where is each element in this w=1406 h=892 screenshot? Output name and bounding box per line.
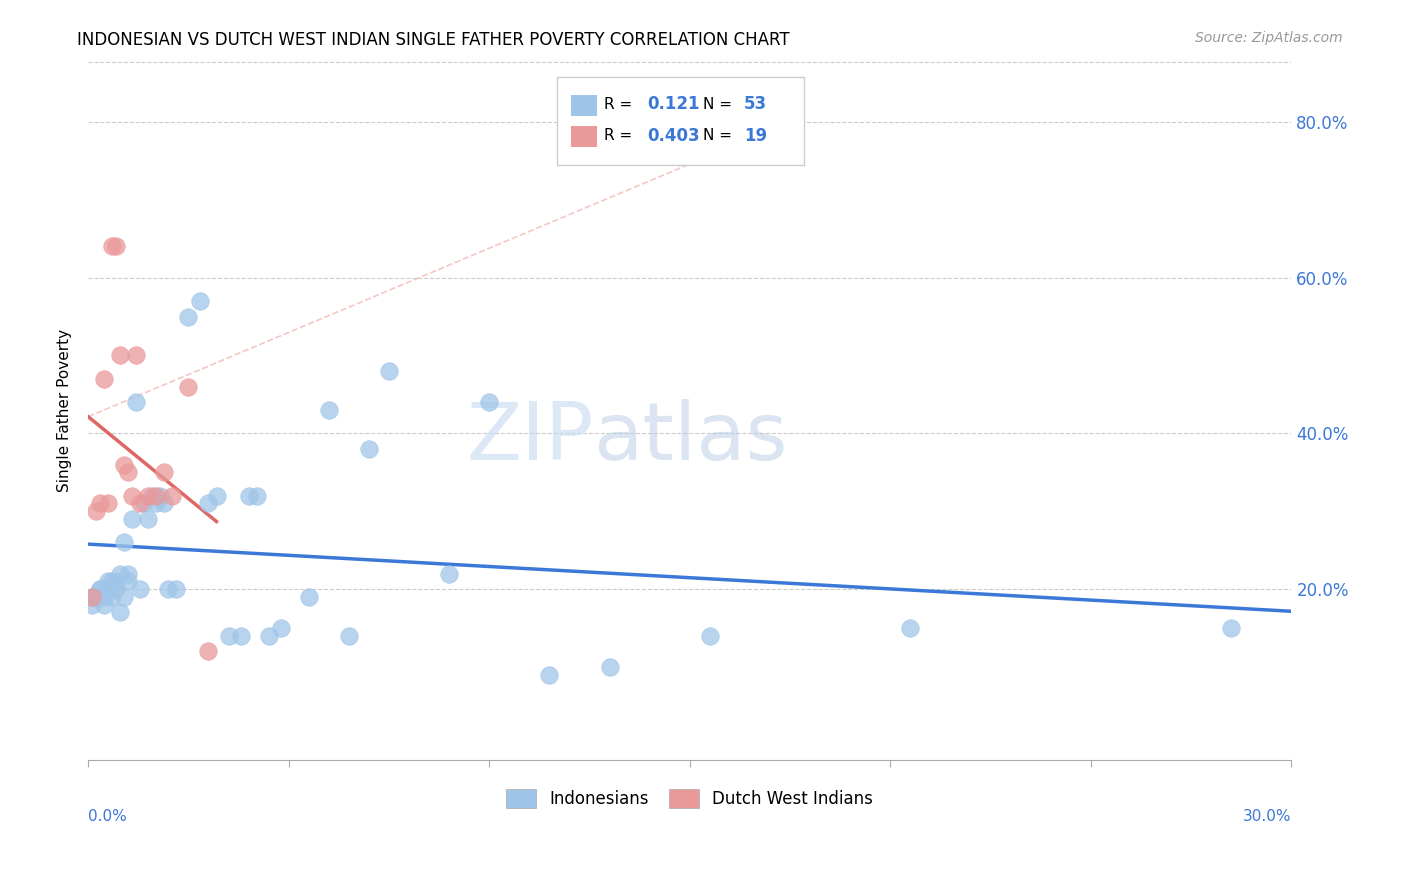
Text: 30.0%: 30.0% (1243, 809, 1292, 824)
Point (153, 496, 176, 510)
Point (117, 574, 139, 589)
Point (437, 566, 460, 581)
Legend: Indonesians, Dutch West Indians: Indonesians, Dutch West Indians (499, 782, 880, 815)
Point (699, 629, 721, 643)
Point (238, 489, 260, 503)
Y-axis label: Single Father Poverty: Single Father Poverty (58, 328, 72, 491)
Point (84, 590, 107, 604)
Text: 0.121: 0.121 (648, 95, 700, 113)
Point (136, 512, 159, 526)
Point (97, 574, 120, 589)
Point (117, 566, 139, 581)
Point (145, 496, 167, 510)
Point (149, 489, 172, 503)
Point (157, 582, 180, 596)
Point (125, 349, 148, 363)
Point (145, 489, 167, 503)
Point (105, 582, 128, 596)
Text: INDONESIAN VS DUTCH WEST INDIAN SINGLE FATHER POVERTY CORRELATION CHART: INDONESIAN VS DUTCH WEST INDIAN SINGLE F… (77, 31, 790, 49)
Point (257, 629, 280, 643)
Point (112, 535, 135, 549)
Text: N =: N = (703, 128, 733, 144)
Point (134, 496, 156, 510)
Point (197, 644, 219, 658)
Point (197, 496, 219, 510)
Text: 53: 53 (744, 95, 768, 113)
Text: atlas: atlas (593, 399, 787, 477)
Point (121, 512, 143, 526)
Point (218, 629, 240, 643)
Point (105, 574, 128, 589)
Point (478, 395, 501, 409)
Point (117, 465, 139, 479)
Point (136, 489, 159, 503)
Point (129, 582, 152, 596)
Point (97, 582, 120, 596)
Point (101, 574, 124, 589)
Point (129, 496, 152, 510)
Point (82, 590, 104, 604)
Text: 0.0%: 0.0% (89, 809, 127, 824)
Point (89, 496, 111, 510)
Text: 0.403: 0.403 (648, 127, 700, 145)
Point (93, 590, 115, 604)
Text: R =: R = (605, 128, 633, 144)
FancyBboxPatch shape (557, 77, 804, 165)
Text: 19: 19 (744, 127, 768, 145)
Point (153, 465, 176, 479)
Point (105, 239, 128, 253)
Point (177, 379, 200, 393)
Point (538, 667, 561, 681)
Text: N =: N = (703, 97, 733, 112)
Point (900, 621, 922, 635)
Point (89, 582, 111, 596)
Point (298, 590, 321, 604)
Point (84, 590, 107, 604)
Point (270, 621, 292, 635)
Text: R =: R = (605, 97, 633, 112)
Point (190, 293, 212, 308)
Point (177, 310, 200, 324)
Point (125, 395, 148, 409)
Point (229, 629, 252, 643)
FancyBboxPatch shape (571, 126, 598, 147)
Text: Source: ZipAtlas.com: Source: ZipAtlas.com (1195, 31, 1343, 45)
Point (205, 489, 228, 503)
Point (97, 496, 120, 510)
Point (337, 629, 360, 643)
Point (357, 442, 380, 456)
Point (1220, 621, 1243, 635)
Point (318, 403, 340, 417)
Point (165, 582, 187, 596)
Point (378, 364, 401, 378)
Point (112, 458, 135, 472)
Point (112, 590, 135, 604)
Point (101, 590, 124, 604)
Point (121, 489, 143, 503)
Point (89, 582, 111, 596)
Point (110, 349, 132, 363)
Text: ZIP: ZIP (467, 399, 593, 477)
Point (110, 606, 132, 620)
Point (162, 489, 184, 503)
Point (84, 504, 107, 518)
Point (141, 489, 163, 503)
Point (82, 598, 104, 612)
Point (246, 489, 269, 503)
Point (110, 566, 132, 581)
Point (93, 372, 115, 386)
Point (93, 598, 115, 612)
Point (599, 660, 621, 674)
Point (101, 239, 124, 253)
Point (82, 590, 104, 604)
FancyBboxPatch shape (571, 95, 598, 116)
